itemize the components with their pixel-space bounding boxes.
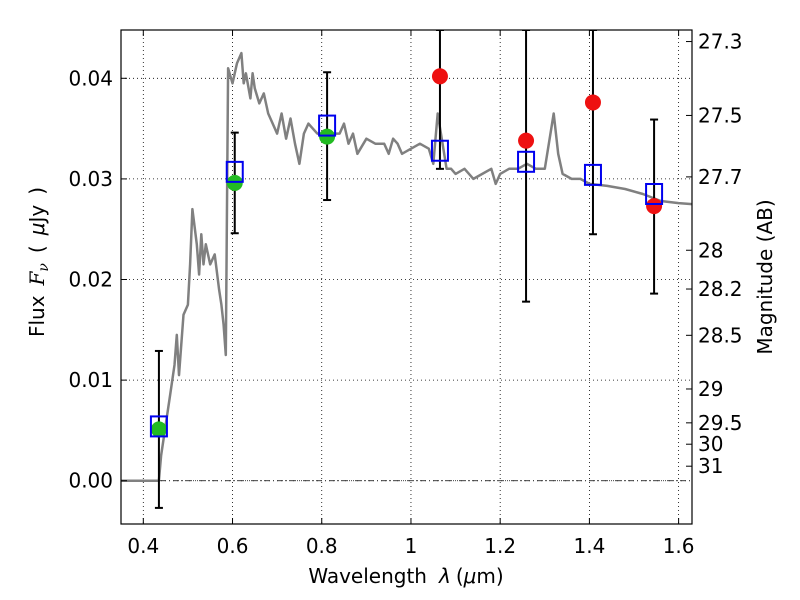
x-tick-label: 1.4 [573,534,605,558]
y2-axis-title: Magnitude (AB) [753,199,777,354]
y-tick-label: 0.02 [68,268,113,292]
model-box-marker [149,415,168,438]
x-tick-label: 1.2 [484,534,516,558]
y-tick-label: 0.00 [68,469,113,493]
y-tick-label: 0.03 [68,167,113,191]
x-axis-title: Wavelength λ (μm) [308,564,503,588]
red-data-point [518,132,535,149]
model-box-marker [430,139,449,162]
x-tick-label: 1.6 [663,534,695,558]
x-tick-label: 1 [405,534,418,558]
plot-area [121,30,692,524]
y2-tick-label: 27.7 [698,165,743,189]
red-data-point [646,198,663,215]
y-tick-label: 0.04 [68,66,113,90]
y2-tick-label: 28.2 [698,277,743,301]
x-tick-label: 0.8 [306,534,338,558]
x-tick-label: 0.6 [217,534,249,558]
model-box-marker [225,160,244,183]
y-tick-label: 0.01 [68,368,113,392]
data-layer [121,30,692,509]
y2-tick-label: 27.3 [698,30,743,54]
y2-tick-label: 28 [698,238,723,262]
y2-tick-label: 29.5 [698,411,743,435]
model-box-marker [583,163,602,186]
green-data-point [226,174,243,191]
y2-tick-label: 30 [698,432,723,456]
model-box-marker [517,150,536,173]
grid [121,30,692,524]
tick-labels: 0.4 0.6 0.8 1 1.2 1.4 1.6 0.00 0.01 0.02 0.03 0.04 2… [68,30,742,558]
red-data-point [584,94,601,111]
y2-tick-label: 29 [698,377,723,401]
y2-tick-label: 28.5 [698,323,743,347]
red-data-point [431,68,448,85]
y2-tick-label: 27.5 [698,103,743,127]
model-box-marker [318,114,337,137]
model-sed-line [121,51,692,482]
y-axis-title: FluxFν(μJy) [25,187,52,337]
x-tick-label: 0.4 [127,534,159,558]
y2-tick-label: 31 [698,454,723,478]
green-data-point [150,421,167,438]
model-box-marker [645,182,664,205]
plot-frame [120,29,693,525]
green-data-point [319,128,336,145]
tick-marks [121,30,692,524]
